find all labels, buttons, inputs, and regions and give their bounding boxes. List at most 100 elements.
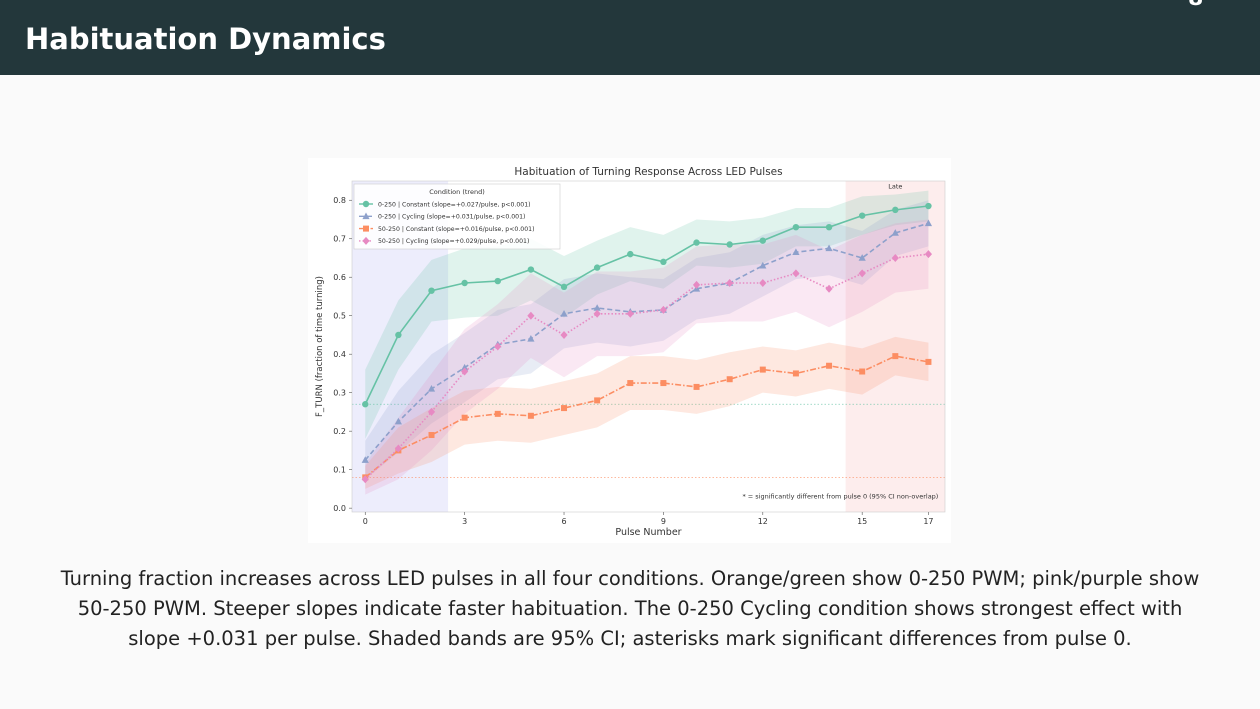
marker xyxy=(693,383,700,390)
marker xyxy=(560,283,568,291)
x-tick-label: 6 xyxy=(561,517,566,526)
marker xyxy=(726,376,733,383)
series-line xyxy=(364,205,929,405)
marker xyxy=(428,287,435,294)
page-number: 8 xyxy=(1188,0,1203,11)
marker xyxy=(494,342,502,351)
marker xyxy=(594,397,601,404)
marker xyxy=(858,212,866,219)
marker xyxy=(660,258,667,266)
y-tick-label: 0.3 xyxy=(333,389,346,398)
marker xyxy=(461,279,468,287)
chart-title: Habituation of Turning Response Across L… xyxy=(514,166,782,178)
marker xyxy=(660,380,667,387)
x-tick-label: 0 xyxy=(363,517,368,526)
marker xyxy=(925,358,932,365)
marker xyxy=(626,309,634,318)
marker xyxy=(693,239,700,246)
marker xyxy=(892,206,899,214)
y-tick-label: 0.4 xyxy=(333,350,346,359)
y-axis-label: F_TURN (fraction of time turning) xyxy=(315,276,325,417)
ci-band xyxy=(365,336,929,489)
marker xyxy=(892,353,899,360)
marker xyxy=(825,284,833,293)
marker xyxy=(825,223,833,231)
shaded-region xyxy=(845,181,945,512)
marker xyxy=(494,410,501,417)
marker xyxy=(825,244,833,252)
marker xyxy=(593,304,601,311)
y-tick-label: 0.6 xyxy=(333,273,346,282)
legend-marker xyxy=(362,200,370,208)
y-tick-label: 0.8 xyxy=(333,196,346,205)
plot-frame xyxy=(351,180,946,513)
legend-box xyxy=(353,183,561,250)
marker xyxy=(461,414,468,421)
marker xyxy=(428,432,435,439)
annotation: Late xyxy=(888,183,902,191)
marker xyxy=(792,223,800,231)
marker xyxy=(826,362,833,369)
marker xyxy=(891,253,899,262)
marker xyxy=(627,380,634,387)
legend-marker xyxy=(362,212,370,220)
marker xyxy=(759,278,767,287)
ci-band xyxy=(365,190,929,439)
legend-label: 50-250 | Constant (slope=+0.016/pulse, p… xyxy=(378,226,535,233)
marker xyxy=(362,401,369,408)
ci-band xyxy=(365,200,929,480)
marker xyxy=(593,309,601,318)
marker xyxy=(759,237,766,244)
marker xyxy=(659,305,668,314)
marker xyxy=(560,309,568,317)
marker xyxy=(858,254,866,261)
marker xyxy=(527,311,535,320)
x-tick-label: 3 xyxy=(462,517,467,526)
legend-label: 0-250 | Cycling (slope=+0.031/pulse, p<0… xyxy=(378,214,525,221)
marker xyxy=(394,444,402,453)
marker xyxy=(858,269,866,278)
x-axis-label: Pulse Number xyxy=(615,527,681,538)
marker xyxy=(427,407,436,416)
marker xyxy=(891,229,899,236)
marker xyxy=(759,261,767,269)
x-tick-label: 12 xyxy=(758,517,768,526)
series-line xyxy=(364,253,929,480)
legend-title: Condition (trend) xyxy=(429,188,484,196)
marker xyxy=(527,412,534,419)
legend-marker xyxy=(362,236,370,245)
marker xyxy=(394,417,402,425)
marker xyxy=(561,405,568,412)
y-tick-label: 0.5 xyxy=(333,312,346,321)
marker xyxy=(627,250,634,258)
ci-band xyxy=(365,219,929,495)
x-tick-label: 17 xyxy=(923,517,933,526)
marker xyxy=(461,367,469,376)
y-tick-label: 0.1 xyxy=(333,466,346,475)
marker xyxy=(726,241,733,248)
marker xyxy=(361,475,369,484)
marker xyxy=(925,202,932,210)
marker xyxy=(726,278,734,287)
caption: Turning fraction increases across LED pu… xyxy=(60,567,1200,650)
legend-label: 50-250 | Cycling (slope=+0.029/pulse, p<… xyxy=(378,238,529,245)
marker xyxy=(527,266,535,273)
series-line xyxy=(364,222,929,461)
marker xyxy=(461,363,469,371)
marker xyxy=(792,269,800,278)
marker xyxy=(395,331,402,339)
chart: 0.0 0.1 0.2 0.3 0.4 0.5 0.6 0.7 0.8 0 3 6 9 12 15 17 Hab… xyxy=(308,158,951,543)
series-line xyxy=(364,355,929,478)
legend-marker xyxy=(363,225,369,232)
legend-label: 0-250 | Constant (slope=+0.027/pulse, p<… xyxy=(378,201,531,208)
marker xyxy=(692,280,701,289)
marker xyxy=(560,330,568,339)
marker xyxy=(792,248,800,256)
marker xyxy=(593,264,601,271)
slide-title: Habituation Dynamics xyxy=(25,22,386,56)
marker xyxy=(759,366,766,373)
marker xyxy=(792,370,799,377)
annotation: * = significantly different from pulse 0… xyxy=(742,493,938,501)
marker xyxy=(427,385,436,392)
